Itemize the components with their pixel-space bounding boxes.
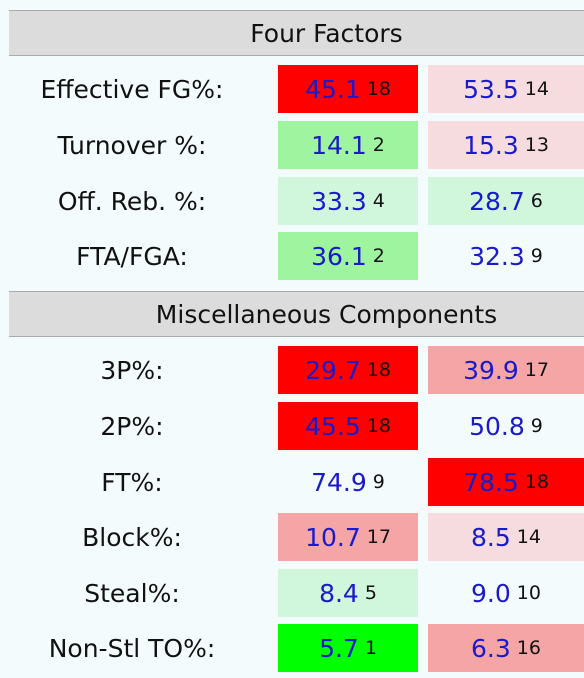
offense-value: 74.9 (311, 467, 367, 497)
row-label: 3P%: (100, 355, 164, 385)
offense-rank: 17 (366, 526, 391, 548)
offense-rank: 18 (366, 359, 391, 381)
defense-value: 15.3 (463, 130, 519, 160)
defense-rank: 16 (516, 637, 541, 659)
defense-rank: 9 (530, 245, 543, 267)
defense-cell: 6.3 16 (428, 624, 584, 672)
defense-value: 28.7 (469, 186, 525, 216)
table-row: Non-Stl TO%: 5.7 1 6.3 16 (0, 623, 584, 673)
table-row: 2P%: 45.5 18 50.8 9 (0, 401, 584, 451)
defense-rank: 10 (516, 582, 541, 604)
table-row: Block%: 10.7 17 8.5 14 (0, 512, 584, 562)
offense-value: 29.7 (305, 355, 361, 385)
defense-value: 6.3 (471, 633, 511, 663)
defense-value: 32.3 (469, 241, 525, 271)
row-label: FT%: (101, 467, 163, 497)
table-row: Effective FG%: 45.1 18 53.5 14 (0, 64, 584, 114)
defense-cell: 53.5 14 (428, 65, 584, 113)
table-row: Off. Reb. %: 33.3 4 28.7 6 (0, 176, 584, 226)
defense-cell: 32.3 9 (428, 232, 584, 280)
defense-rank: 17 (524, 359, 549, 381)
row-label: FTA/FGA: (76, 241, 188, 271)
row-label: Non-Stl TO%: (48, 633, 216, 663)
row-label: Effective FG%: (40, 74, 224, 104)
defense-cell: 9.0 10 (428, 569, 584, 617)
table-row: FT%: 74.9 9 78.5 18 (0, 457, 584, 507)
offense-rank: 2 (372, 134, 385, 156)
section-title: Four Factors (250, 18, 403, 48)
table-row: Turnover %: 14.1 2 15.3 13 (0, 120, 584, 170)
offense-cell: 33.3 4 (278, 177, 418, 225)
offense-cell: 74.9 9 (278, 458, 418, 506)
row-label: Off. Reb. %: (57, 186, 207, 216)
defense-value: 8.5 (471, 522, 511, 552)
defense-rank: 14 (516, 526, 541, 548)
offense-value: 10.7 (305, 522, 361, 552)
offense-value: 45.1 (305, 74, 361, 104)
defense-cell: 78.5 18 (428, 458, 584, 506)
defense-rank: 14 (524, 78, 549, 100)
defense-rank: 9 (530, 415, 543, 437)
offense-rank: 1 (364, 637, 377, 659)
row-label: Steal%: (84, 578, 180, 608)
offense-value: 5.7 (319, 633, 359, 663)
defense-value: 53.5 (463, 74, 519, 104)
section-header-misc-components: Miscellaneous Components (9, 291, 584, 337)
offense-rank: 5 (364, 582, 377, 604)
table-row: Steal%: 8.4 5 9.0 10 (0, 568, 584, 618)
defense-value: 9.0 (471, 578, 511, 608)
defense-value: 50.8 (469, 411, 525, 441)
defense-value: 39.9 (463, 355, 519, 385)
offense-value: 45.5 (305, 411, 361, 441)
offense-cell: 10.7 17 (278, 513, 418, 561)
offense-rank: 9 (372, 471, 385, 493)
section-title: Miscellaneous Components (155, 299, 498, 329)
offense-rank: 18 (366, 415, 391, 437)
offense-rank: 2 (372, 245, 385, 267)
offense-cell: 45.5 18 (278, 402, 418, 450)
row-label: Turnover %: (57, 130, 207, 160)
offense-value: 36.1 (311, 241, 367, 271)
defense-rank: 18 (524, 471, 549, 493)
table-row: 3P%: 29.7 18 39.9 17 (0, 345, 584, 395)
offense-value: 8.4 (319, 578, 359, 608)
row-label: Block%: (82, 522, 182, 552)
offense-rank: 4 (372, 190, 385, 212)
offense-value: 14.1 (311, 130, 367, 160)
offense-cell: 36.1 2 (278, 232, 418, 280)
offense-rank: 18 (366, 78, 391, 100)
section-header-four-factors: Four Factors (9, 10, 584, 56)
defense-cell: 39.9 17 (428, 346, 584, 394)
offense-cell: 5.7 1 (278, 624, 418, 672)
offense-value: 33.3 (311, 186, 367, 216)
defense-cell: 15.3 13 (428, 121, 584, 169)
defense-cell: 8.5 14 (428, 513, 584, 561)
row-label: 2P%: (100, 411, 164, 441)
defense-rank: 13 (524, 134, 549, 156)
defense-cell: 28.7 6 (428, 177, 584, 225)
offense-cell: 45.1 18 (278, 65, 418, 113)
offense-cell: 8.4 5 (278, 569, 418, 617)
table-row: FTA/FGA: 36.1 2 32.3 9 (0, 231, 584, 281)
defense-cell: 50.8 9 (428, 402, 584, 450)
offense-cell: 29.7 18 (278, 346, 418, 394)
offense-cell: 14.1 2 (278, 121, 418, 169)
defense-value: 78.5 (463, 467, 519, 497)
defense-rank: 6 (530, 190, 543, 212)
